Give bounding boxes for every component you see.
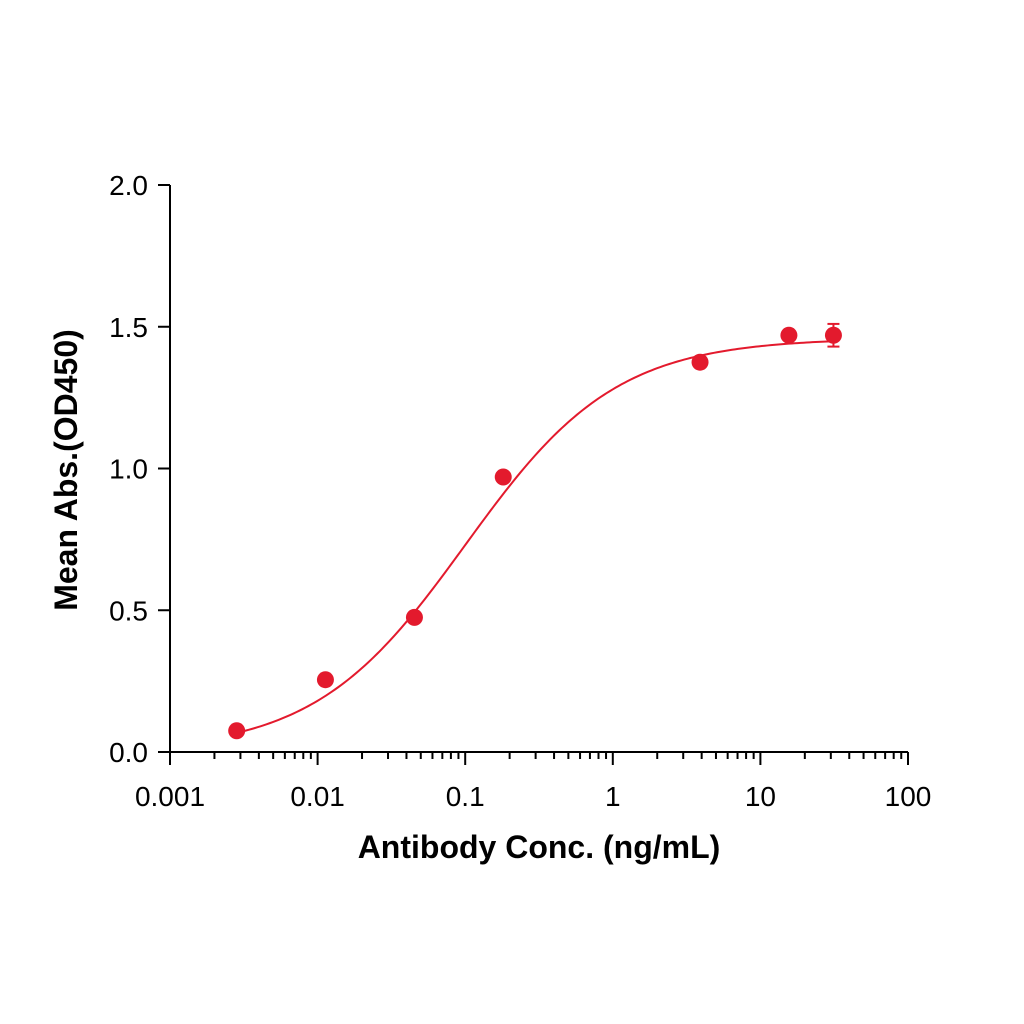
x-tick-label: 0.01 xyxy=(290,781,345,812)
data-point xyxy=(405,608,423,626)
y-axis-title: Mean Abs.(OD450) xyxy=(48,329,84,611)
data-point xyxy=(824,326,842,344)
x-tick-label: 10 xyxy=(745,781,776,812)
x-axis-title: Antibody Conc. (ng/mL) xyxy=(358,829,721,865)
y-tick-label: 1.0 xyxy=(109,454,148,485)
x-tick-label: 1 xyxy=(605,781,621,812)
fit-curve xyxy=(236,340,834,734)
data-point xyxy=(228,722,246,740)
y-tick-label: 0.0 xyxy=(109,737,148,768)
y-tick-label: 0.5 xyxy=(109,595,148,626)
x-tick-label: 0.1 xyxy=(446,781,485,812)
data-point xyxy=(780,326,798,344)
y-ticks: 0.0 0.5 1.0 1.5 2.0 xyxy=(109,170,170,768)
data-point xyxy=(691,353,709,371)
y-tick-label: 2.0 xyxy=(109,170,148,201)
data-point xyxy=(494,468,512,486)
y-tick-label: 1.5 xyxy=(109,312,148,343)
fit-curve-layer xyxy=(236,340,834,734)
data-points-layer xyxy=(228,322,842,740)
x-tick-label: 100 xyxy=(885,781,932,812)
x-tick-label: 0.001 xyxy=(135,781,205,812)
axes xyxy=(169,185,908,753)
x-ticks: 0.001 0.01 0.1 1 10 100 xyxy=(135,752,931,812)
data-point xyxy=(316,671,334,689)
